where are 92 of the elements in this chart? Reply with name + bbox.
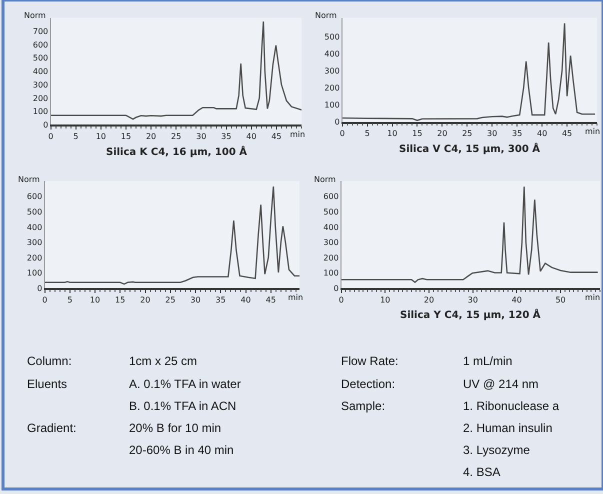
y-tick-label: 600 xyxy=(26,192,42,202)
line-series xyxy=(50,20,302,120)
y-tick-label: 300 xyxy=(26,238,42,248)
y-tick-label: 500 xyxy=(323,207,339,216)
y-tick-label: 400 xyxy=(32,67,48,76)
y-tick-label: 600 xyxy=(323,192,339,202)
x-axis-title: min xyxy=(585,293,600,302)
y-tick-label: 100 xyxy=(26,268,42,278)
y-tick-label: 300 xyxy=(324,66,340,76)
y-tick-label: 200 xyxy=(32,94,48,103)
x-tick-label: 10 xyxy=(387,129,398,138)
x-tick-label: 10 xyxy=(90,295,100,304)
x-axis-title: min xyxy=(290,130,306,139)
text: 20% B for 10 min xyxy=(129,421,222,435)
x-tick-label: 45 xyxy=(271,132,282,142)
y-tick-label: 100 xyxy=(324,100,340,110)
x-tick-label: 5 xyxy=(364,129,370,138)
x-tick-label: 10 xyxy=(96,132,106,142)
text: 1cm x 25 cm xyxy=(129,354,198,368)
x-tick-label: 35 xyxy=(216,295,226,304)
x-tick-label: 40 xyxy=(240,295,251,304)
text: 2. Human insulin xyxy=(463,421,552,435)
text: UV @ 214 nm xyxy=(463,377,539,391)
x-tick-label: 25 xyxy=(171,132,182,142)
x-tick-label: 30 xyxy=(190,295,201,304)
y-tick-label: 100 xyxy=(32,107,48,116)
y-tick-label: 500 xyxy=(32,54,48,63)
text: 4. BSA xyxy=(463,465,500,479)
text: 1 mL/min xyxy=(463,354,512,368)
x-tick-label: 40 xyxy=(246,132,256,142)
x-tick-label: 5 xyxy=(67,295,72,304)
text: 20-60% B in 40 min xyxy=(129,443,234,457)
y-tick-label: 300 xyxy=(32,80,48,90)
text: 1. Ribonuclease a xyxy=(463,399,560,413)
text: Flow Rate: xyxy=(341,354,398,368)
x-tick-label: 45 xyxy=(266,295,276,304)
text: 3. Lysozyme xyxy=(463,443,530,457)
x-tick-label: 20 xyxy=(437,129,448,138)
text: Eluents xyxy=(27,377,68,391)
text: Column: xyxy=(27,354,72,368)
x-tick-label: 40 xyxy=(512,295,522,304)
y-tick-label: 400 xyxy=(323,222,339,232)
y-tick-label: 0 xyxy=(334,118,340,127)
text: Silica Y C4, 15 µm, 120 Å xyxy=(400,308,541,321)
y-tick-label: 0 xyxy=(37,284,42,293)
y-tick-label: 200 xyxy=(323,253,339,262)
y-axis-title: Norm xyxy=(18,175,40,184)
x-tick-label: 30 xyxy=(487,129,498,138)
y-axis-title: Norm xyxy=(314,175,336,184)
text: Detection: xyxy=(341,377,396,391)
y-tick-label: 500 xyxy=(26,207,42,216)
line-series xyxy=(341,186,598,283)
text: Silica K C4, 16 µm, 100 Å xyxy=(106,145,248,158)
y-tick-label: 0 xyxy=(334,284,339,293)
x-tick-label: 15 xyxy=(412,129,422,138)
y-tick-label: 0 xyxy=(43,120,48,130)
y-tick-label: 200 xyxy=(26,253,42,262)
x-tick-label: 25 xyxy=(462,129,472,138)
y-tick-label: 700 xyxy=(32,26,48,36)
y-tick-label: 500 xyxy=(324,32,340,42)
x-tick-label: 5 xyxy=(73,132,78,142)
y-tick-label: 400 xyxy=(26,222,42,232)
y-axis-title: Norm xyxy=(315,11,338,20)
x-tick-label: 40 xyxy=(537,129,548,138)
x-tick-label: 50 xyxy=(555,295,566,304)
text: Sample: xyxy=(341,399,386,413)
y-tick-label: 300 xyxy=(323,238,339,248)
x-tick-label: 10 xyxy=(380,295,390,304)
x-tick-label: 15 xyxy=(115,295,126,304)
text: A. 0.1% TFA in water xyxy=(129,377,241,391)
x-axis-title: min xyxy=(288,293,304,302)
y-tick-label: 600 xyxy=(32,40,48,50)
x-tick-label: 20 xyxy=(424,295,434,304)
text: Gradient: xyxy=(27,421,76,435)
text: B. 0.1% TFA in ACN xyxy=(129,399,236,413)
line-series xyxy=(342,22,596,122)
x-tick-label: 20 xyxy=(140,295,150,304)
x-axis-title: min xyxy=(585,127,600,136)
x-tick-label: 20 xyxy=(146,132,156,142)
text: Silica V C4, 15 µm, 300 Å xyxy=(399,142,540,155)
y-tick-label: 200 xyxy=(324,83,340,92)
x-tick-label: 35 xyxy=(512,129,522,138)
x-tick-label: 35 xyxy=(221,132,232,142)
x-tick-label: 30 xyxy=(468,295,478,304)
y-axis-title: Norm xyxy=(24,11,46,20)
x-tick-label: 15 xyxy=(120,132,132,142)
y-tick-label: 100 xyxy=(323,268,339,278)
x-tick-label: 30 xyxy=(196,132,206,142)
y-tick-label: 400 xyxy=(324,49,340,58)
x-tick-label: 25 xyxy=(165,295,176,304)
line-series xyxy=(44,186,300,285)
x-tick-label: 45 xyxy=(562,129,572,138)
